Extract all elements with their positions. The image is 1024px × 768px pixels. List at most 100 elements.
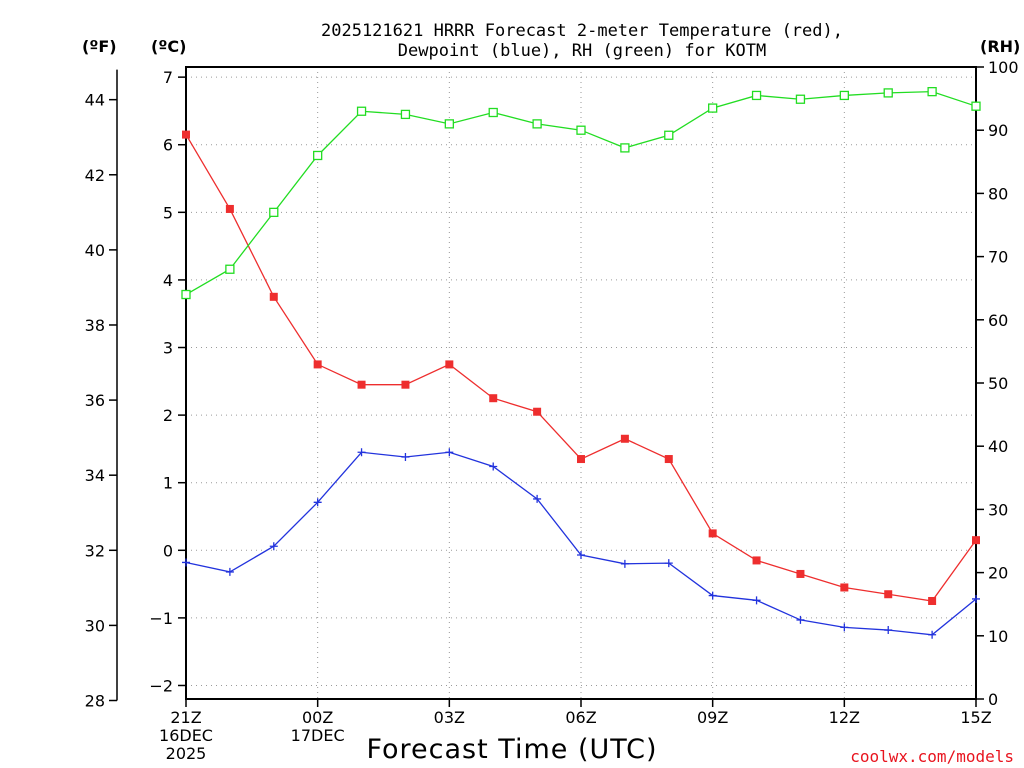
celsius-tick-label: 2: [163, 406, 173, 425]
rh-point: [400, 109, 411, 120]
rh-tick-label: 10: [988, 627, 1008, 646]
celsius-tick-label: −1: [149, 609, 173, 628]
rh-unit-label: (RH): [980, 37, 1020, 56]
temperature-point: [708, 529, 717, 538]
rh-tick-label: 80: [988, 184, 1008, 203]
dewpoint-point: [620, 559, 629, 568]
temperature-point: [225, 204, 234, 213]
celsius-tick-label: 4: [163, 271, 173, 290]
temperature-point: [313, 360, 322, 369]
fahrenheit-tick-label: 38: [85, 316, 105, 335]
dewpoint-point: [401, 453, 410, 462]
rh-point: [269, 207, 279, 218]
dewpoint-point: [533, 494, 542, 503]
fahrenheit-tick-label: 28: [85, 692, 105, 711]
celsius-unit-label: (ºC): [151, 37, 186, 56]
dewpoint-point: [840, 623, 849, 632]
dewpoint-point: [577, 551, 585, 560]
rh-point: [356, 106, 367, 116]
fahrenheit-tick-label: 34: [85, 466, 105, 485]
rh-point: [444, 119, 454, 129]
temperature-point: [752, 556, 761, 565]
rh-point: [664, 130, 674, 140]
chart-title-line-1: 2025121621 HRRR Forecast 2-meter Tempera…: [321, 21, 843, 41]
time-tick-label: 00Z: [302, 708, 333, 727]
time-tick-year: 2025: [166, 744, 207, 763]
dewpoint-point: [752, 596, 761, 605]
celsius-tick-label: 3: [163, 339, 173, 358]
rh-point: [708, 103, 718, 113]
dewpoint-point: [928, 630, 937, 639]
temperature-point: [928, 596, 937, 605]
dewpoint-point: [972, 594, 980, 603]
x-axis-title: Forecast Time (UTC): [366, 734, 657, 765]
temperature-point: [577, 455, 585, 464]
dewpoint-point: [489, 462, 498, 471]
credit-link[interactable]: coolwx.com/models: [850, 747, 1014, 766]
fahrenheit-tick-label: 44: [85, 91, 105, 110]
rh-tick-label: 20: [988, 564, 1008, 583]
temperature-point: [182, 130, 190, 139]
dewpoint-point: [225, 567, 234, 576]
fahrenheit-axis: 44 42 40 38 36 34 32 30 28: [85, 69, 118, 711]
temperature-point: [840, 583, 849, 592]
celsius-axis: 7 6 5 4 3 2 1 0 −1 −2: [149, 68, 186, 695]
fahrenheit-tick-label: 30: [85, 616, 105, 635]
celsius-tick-label: 1: [163, 474, 173, 493]
time-tick-label: 21Z: [170, 708, 201, 727]
rh-point: [532, 119, 542, 129]
rh-tick-label: 0: [988, 690, 998, 709]
celsius-tick-label: 5: [163, 203, 173, 222]
rh-point: [488, 107, 498, 118]
chart-title-line-2: Dewpoint (blue), RH (green) for KOTM: [398, 41, 766, 61]
rh-tick-label: 40: [988, 437, 1008, 456]
dewpoint-point: [313, 498, 322, 507]
rh-tick-label: 100: [988, 58, 1019, 77]
rh-point: [751, 90, 762, 101]
time-tick-label: 12Z: [829, 708, 860, 727]
time-tick-label: 09Z: [697, 708, 728, 727]
fahrenheit-tick-label: 40: [85, 241, 105, 260]
celsius-tick-label: 7: [163, 68, 173, 87]
dewpoint-point: [664, 559, 673, 568]
rh-point: [971, 101, 981, 111]
gridlines: [186, 67, 976, 699]
time-tick-label: 15Z: [960, 708, 991, 727]
time-tick-label: 03Z: [434, 708, 465, 727]
temperature-point: [269, 292, 278, 301]
rh-point: [313, 150, 323, 161]
rh-tick-label: 70: [988, 248, 1008, 267]
dewpoint-point: [708, 591, 717, 600]
temperature-point: [796, 569, 805, 578]
temperature-point: [884, 590, 893, 599]
rh-tick-label: 90: [988, 121, 1008, 140]
data-series: [181, 86, 981, 639]
rh-tick-label: 30: [988, 500, 1008, 519]
temperature-point: [620, 434, 629, 443]
celsius-tick-label: −2: [149, 676, 173, 695]
fahrenheit-unit-label: (ºF): [82, 37, 117, 56]
rh-point: [839, 90, 849, 101]
fahrenheit-tick-label: 32: [85, 541, 105, 560]
dewpoint-point: [182, 558, 190, 567]
dewpoint-point: [884, 626, 893, 635]
temperature-point: [972, 536, 980, 545]
temperature-point: [664, 455, 673, 464]
rh-tick-label: 60: [988, 311, 1008, 330]
temperature-point: [489, 394, 498, 403]
dewpoint-point: [796, 615, 805, 624]
rh-point: [576, 125, 586, 135]
temperature-point: [533, 407, 542, 416]
dewpoint-point: [445, 448, 454, 457]
fahrenheit-tick-label: 36: [85, 391, 105, 410]
temperature-point: [401, 380, 410, 389]
time-tick-date: 16DEC: [159, 726, 213, 745]
rh-point: [795, 94, 806, 104]
rh-point: [225, 264, 235, 274]
rh-tick-label: 50: [988, 374, 1008, 393]
celsius-tick-label: 0: [163, 541, 173, 560]
dewpoint-point: [269, 542, 278, 551]
